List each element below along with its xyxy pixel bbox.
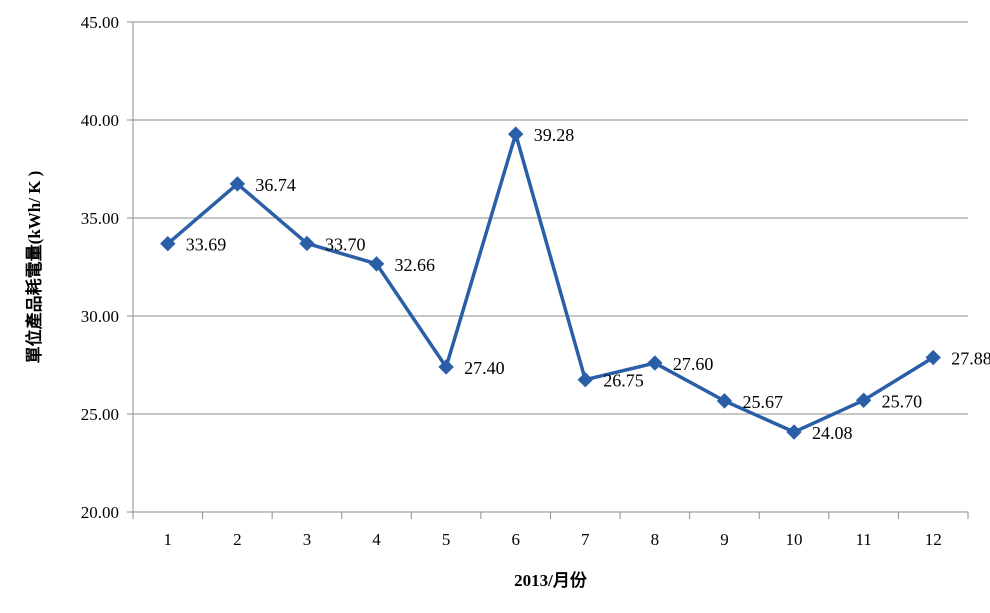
data-label: 24.08 [812, 423, 853, 443]
data-label: 26.75 [603, 371, 644, 391]
data-point-marker [925, 349, 941, 366]
data-label: 27.88 [951, 349, 990, 369]
data-label: 27.60 [673, 354, 714, 374]
data-label: 33.70 [325, 234, 366, 254]
y-tick-label: 35.00 [81, 209, 119, 228]
data-point-marker [438, 359, 454, 375]
y-axis-title: 單位產品耗電量(kWh/ K ) [24, 171, 44, 364]
data-point-marker [160, 235, 176, 252]
y-tick-label: 45.00 [81, 13, 119, 32]
y-tick-label: 40.00 [81, 111, 119, 130]
x-tick-label: 6 [511, 530, 520, 549]
data-label: 25.70 [882, 391, 923, 411]
axes [127, 21, 969, 519]
gridlines [133, 21, 968, 415]
x-tick-label: 5 [442, 530, 451, 549]
y-tick-label: 25.00 [81, 405, 119, 424]
data-point-marker [508, 126, 524, 142]
data-point-marker [647, 355, 663, 371]
x-tick-label: 9 [720, 530, 729, 549]
data-label: 25.67 [742, 392, 783, 412]
data-label: 33.69 [186, 235, 227, 255]
data-label: 39.28 [534, 125, 575, 145]
data-point-marker [716, 393, 733, 409]
series [160, 126, 941, 440]
x-tick-label: 10 [786, 530, 803, 549]
y-tick-labels: 20.00 25.00 30.00 35.00 40.00 45.00 [81, 13, 119, 522]
data-point-marker [855, 392, 872, 408]
x-tick-label: 3 [303, 530, 312, 549]
data-point-marker [786, 424, 802, 440]
x-tick-label: 11 [855, 530, 871, 549]
x-tick-label: 4 [372, 530, 381, 549]
y-tick-label: 20.00 [81, 503, 119, 522]
data-point-marker [368, 256, 385, 272]
x-tick-label: 7 [581, 530, 590, 549]
y-tick-label: 30.00 [81, 307, 119, 326]
data-label: 27.40 [464, 358, 505, 378]
data-point-marker [577, 371, 593, 388]
x-tick-label: 8 [651, 530, 660, 549]
x-tick-label: 1 [164, 530, 173, 549]
x-tick-label: 12 [925, 530, 942, 549]
x-tick-label: 2 [233, 530, 242, 549]
series-line [166, 132, 935, 434]
x-tick-labels: 1 2 3 4 5 6 7 8 9 10 11 12 [164, 530, 942, 549]
data-label: 36.74 [255, 175, 296, 195]
data-point-marker [229, 176, 246, 192]
x-axis-title: 2013/月份 [514, 570, 588, 590]
data-labels: 33.69 36.74 33.70 32.66 27.40 39.28 26.75 27.60… [186, 125, 990, 443]
data-label: 32.66 [395, 255, 436, 275]
data-point-marker [299, 235, 315, 252]
